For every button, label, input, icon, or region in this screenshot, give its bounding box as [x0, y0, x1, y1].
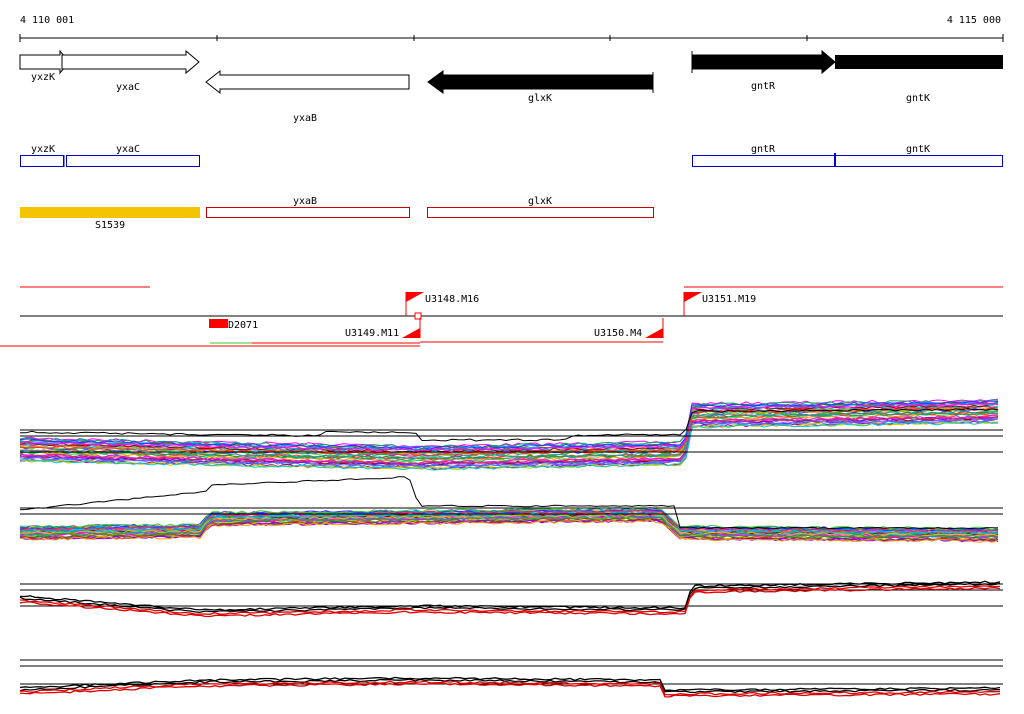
rna-box-glxK[interactable] — [427, 207, 654, 218]
cds-label-gntK: gntK — [906, 144, 930, 155]
tu-label-D2071: D2071 — [228, 320, 258, 331]
tu-flag-U3148[interactable] — [406, 292, 424, 302]
feature-S1539[interactable] — [20, 207, 200, 218]
cds-box-yxzK[interactable] — [20, 155, 64, 167]
tu-flag-U3151[interactable] — [684, 292, 702, 302]
gene-arrow-gntK[interactable] — [835, 55, 1003, 69]
signal-line — [19, 418, 999, 468]
rna-box-yxaB[interactable] — [206, 207, 410, 218]
tu-label-U3148: U3148.M16 — [425, 294, 479, 305]
cds-label-yxaC: yxaC — [116, 144, 140, 155]
tu-flag-U3149[interactable] — [402, 328, 420, 338]
genes-track: yxzK yxaC yxaB glxK gntR gntK — [19, 49, 1003, 124]
signal-line — [19, 413, 999, 462]
signal-line — [19, 421, 999, 471]
signal-line — [19, 400, 999, 450]
expression-track-2 — [19, 476, 1003, 543]
feature-label-S1539: S1539 — [95, 220, 125, 231]
signal-line — [19, 519, 999, 543]
gene-label-gntK: gntK — [906, 93, 930, 104]
cds-box-yxaC[interactable] — [66, 155, 200, 167]
signal-line — [19, 582, 1001, 614]
signal-line — [19, 415, 999, 465]
signal-line — [19, 678, 1000, 694]
tu-label-U3150: U3150.M4 — [594, 328, 642, 339]
ruler-start-label: 4 110 001 — [20, 15, 74, 26]
gene-arrow-glxK[interactable] — [427, 70, 654, 94]
expression-track-3 — [19, 580, 1003, 618]
rna-label-glxK: glxK — [528, 196, 552, 207]
transcription-units-track: U3148.M16 U3151.M19 D2071 U3149.M11 U315… — [0, 286, 1003, 347]
gene-arrow-gntR[interactable] — [691, 49, 836, 75]
gene-label-yxzK: yxzK — [31, 72, 55, 83]
cds-box-gntK[interactable] — [834, 155, 1003, 167]
signal-line — [19, 511, 999, 536]
signal-line — [19, 515, 999, 539]
tu-marker — [414, 312, 422, 320]
cds-box-gntR[interactable] — [692, 155, 835, 167]
rna-track: S1539 yxaB glxK — [20, 196, 654, 231]
signal-line — [19, 518, 999, 543]
tu-flag-U3150[interactable] — [645, 328, 663, 338]
signal-line — [19, 414, 999, 465]
tu-label-U3151: U3151.M19 — [702, 294, 756, 305]
gene-arrow-yxaC[interactable] — [61, 49, 200, 75]
signal-line — [19, 410, 999, 460]
signal-line — [19, 402, 999, 452]
signal-line — [19, 517, 999, 541]
rna-label-yxaB: yxaB — [293, 196, 317, 207]
tu-block-D2071[interactable] — [209, 319, 228, 328]
gene-label-gntR: gntR — [751, 81, 776, 92]
gene-label-yxaB: yxaB — [293, 113, 317, 124]
tu-label-U3149: U3149.M11 — [345, 328, 399, 339]
coordinate-ruler: 4 110 001 4 115 000 — [19, 15, 1004, 42]
ruler-end-label: 4 115 000 — [947, 15, 1001, 26]
signal-line — [19, 476, 999, 530]
expression-track-1 — [19, 398, 1003, 471]
gene-label-glxK: glxK — [528, 93, 552, 104]
signal-line — [20, 407, 999, 442]
signal-line — [19, 580, 1001, 612]
signal-line — [19, 416, 999, 466]
signal-line — [19, 421, 999, 471]
signal-line — [19, 676, 1001, 692]
signal-line — [19, 682, 1001, 698]
signal-line — [19, 586, 1001, 618]
signal-line — [19, 506, 999, 531]
cds-label-gntR: gntR — [751, 144, 776, 155]
signal-line — [19, 509, 999, 533]
gene-arrow-yxaB[interactable] — [205, 69, 410, 95]
cds-label-yxzK: yxzK — [31, 144, 55, 155]
signal-line — [19, 680, 1001, 696]
cds-track: yxzK yxaC gntR gntK — [20, 144, 1003, 167]
expression-track-4 — [19, 659, 1003, 698]
gene-label-yxaC: yxaC — [116, 82, 140, 93]
signal-line — [19, 585, 1001, 615]
